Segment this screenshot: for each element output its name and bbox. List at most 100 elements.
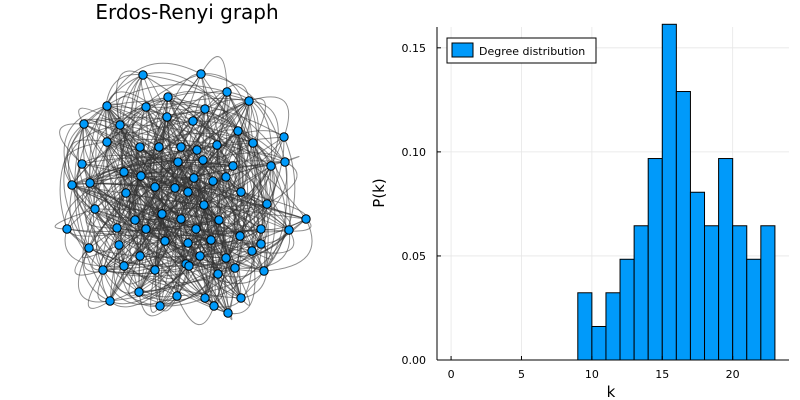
graph-node — [157, 209, 167, 219]
graph-edge — [102, 250, 253, 277]
graph-edge — [155, 146, 166, 242]
graph-edge — [159, 187, 176, 307]
graph-edge — [116, 227, 262, 237]
graph-node — [67, 180, 77, 190]
graph-edge — [122, 265, 156, 285]
histogram-bar — [718, 158, 734, 361]
graph-node — [98, 265, 108, 275]
graph-edge — [94, 208, 262, 245]
graph-edge — [125, 192, 205, 206]
histogram-bar — [675, 91, 691, 361]
x-tick-label: 10 — [585, 368, 599, 381]
graph-edge — [69, 163, 104, 271]
graph-edge — [78, 247, 111, 303]
graph-node — [195, 251, 205, 261]
graph-node — [256, 224, 266, 234]
graph-edge — [71, 139, 108, 165]
graph-edge — [63, 105, 108, 186]
graph-node — [228, 161, 238, 171]
graph-node — [183, 187, 193, 197]
graph-node — [284, 225, 294, 235]
graph-edge — [196, 130, 285, 151]
graph-node — [141, 102, 151, 112]
graph-edge — [248, 100, 279, 167]
graph-edge — [94, 203, 268, 210]
graph-edge — [63, 141, 108, 186]
graph-node — [301, 214, 311, 224]
graph-edge — [64, 228, 125, 267]
legend: Degree distribution — [446, 37, 597, 64]
graph-node — [141, 224, 151, 234]
graph-edge — [87, 269, 111, 309]
graph-node — [262, 199, 272, 209]
graph-edge — [164, 235, 241, 249]
graph-node — [154, 142, 164, 152]
graph-node — [150, 182, 160, 192]
histogram-bar — [746, 258, 762, 361]
graph-edge — [263, 218, 313, 272]
graph-edge — [94, 208, 187, 265]
graph-node — [136, 171, 146, 181]
x-tick-label: 15 — [655, 368, 669, 381]
graph-edge — [82, 208, 111, 302]
x-ticks: 0 5 10 15 20 — [448, 356, 740, 381]
graph-edge — [64, 171, 125, 230]
graph-edge — [251, 229, 295, 254]
graph-edge — [106, 138, 286, 163]
graph-edge — [97, 244, 120, 303]
graph-node — [214, 215, 224, 225]
graph-edge — [89, 142, 254, 184]
graph-node — [236, 293, 246, 303]
graph-node — [183, 238, 193, 248]
graph-edge — [139, 132, 254, 148]
graph-edge — [81, 163, 242, 193]
histogram-bars — [577, 23, 776, 361]
graph-title: Erdos-Renyi graph — [95, 0, 278, 24]
graph-edge — [234, 267, 251, 306]
graph-edge — [166, 116, 229, 314]
graph-edge — [140, 160, 286, 177]
graph-edge — [102, 218, 307, 271]
x-tick-label: 5 — [518, 368, 525, 381]
graph-edge — [138, 267, 236, 302]
graph-edge — [202, 152, 286, 163]
graph-edge — [106, 132, 182, 148]
graph-edge — [138, 273, 219, 304]
graph-edge — [138, 291, 178, 317]
graph-edge — [59, 123, 85, 165]
graph-node — [130, 215, 140, 225]
graph-node — [206, 235, 216, 245]
y-tick-label: 0.15 — [402, 42, 427, 55]
graph-edge — [239, 161, 288, 237]
graph-node — [199, 200, 209, 210]
graph-node — [170, 183, 180, 193]
graph-node — [208, 176, 218, 186]
graph-edge — [113, 244, 140, 294]
graph-edge — [106, 91, 168, 118]
graph-edge — [95, 117, 121, 143]
graph-node — [266, 161, 276, 171]
graph-node — [279, 132, 289, 142]
graph-edge — [204, 83, 250, 110]
histogram-bar — [732, 225, 748, 361]
graph-node — [121, 188, 131, 198]
graph-edge — [251, 243, 273, 260]
graph-node — [200, 104, 210, 114]
histogram-bar — [605, 292, 621, 361]
graph-edge — [66, 228, 262, 237]
graph-node — [189, 173, 199, 183]
graph-node — [198, 155, 208, 165]
graph-edge — [176, 295, 215, 326]
histogram-bar — [661, 23, 677, 361]
graph-node — [105, 296, 115, 306]
graph-node — [212, 140, 222, 150]
graph-edge — [226, 91, 273, 167]
graph-edge — [119, 91, 250, 126]
graph-edge — [158, 90, 228, 148]
graph-edge — [193, 177, 262, 230]
graph-edge — [225, 142, 256, 259]
graph-nodes — [62, 69, 311, 318]
graph-node — [247, 246, 257, 256]
graph-node — [209, 301, 219, 311]
